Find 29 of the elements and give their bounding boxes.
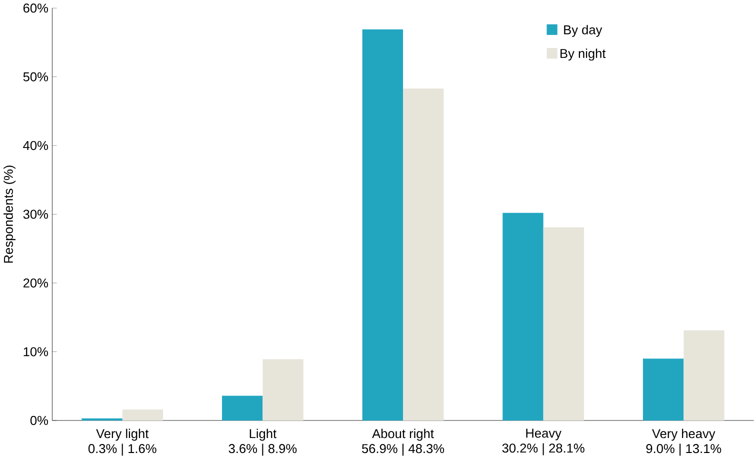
x-tick-label: Light [250,428,276,441]
bar [362,29,404,420]
y-tick-label: 60% [23,3,48,12]
bar [642,358,684,420]
y-tick-label: 20% [23,278,48,288]
text: 9.0% | 13.1% [646,444,722,456]
y-tick-label: 50% [23,72,48,82]
bar [122,409,164,420]
bar [502,212,544,420]
text: 56.9% | 48.3% [362,444,444,456]
y-tick-label: 40% [23,140,48,150]
x-tick-label: About right [372,428,434,441]
bar [262,359,304,420]
x-tick-label: Very light [96,428,149,441]
x-tick-label: Very heavy [652,428,716,441]
bar [403,88,444,420]
legend-label: By day [564,24,602,37]
text: 30.2% | 28.1% [502,443,584,456]
bar [684,330,724,420]
y-tick-label: 10% [24,347,48,356]
x-tick-label: Heavy [526,428,562,440]
y-tick-label: 30% [23,210,48,219]
y-axis-title: Respondents (%) [4,166,16,263]
bar [543,227,584,420]
text: 0.3% | 1.6% [88,444,156,456]
bar [222,396,263,420]
text: 3.6% | 8.9% [228,444,297,456]
legend-label: By night [560,48,606,60]
y-tick-label: 0% [30,416,48,425]
